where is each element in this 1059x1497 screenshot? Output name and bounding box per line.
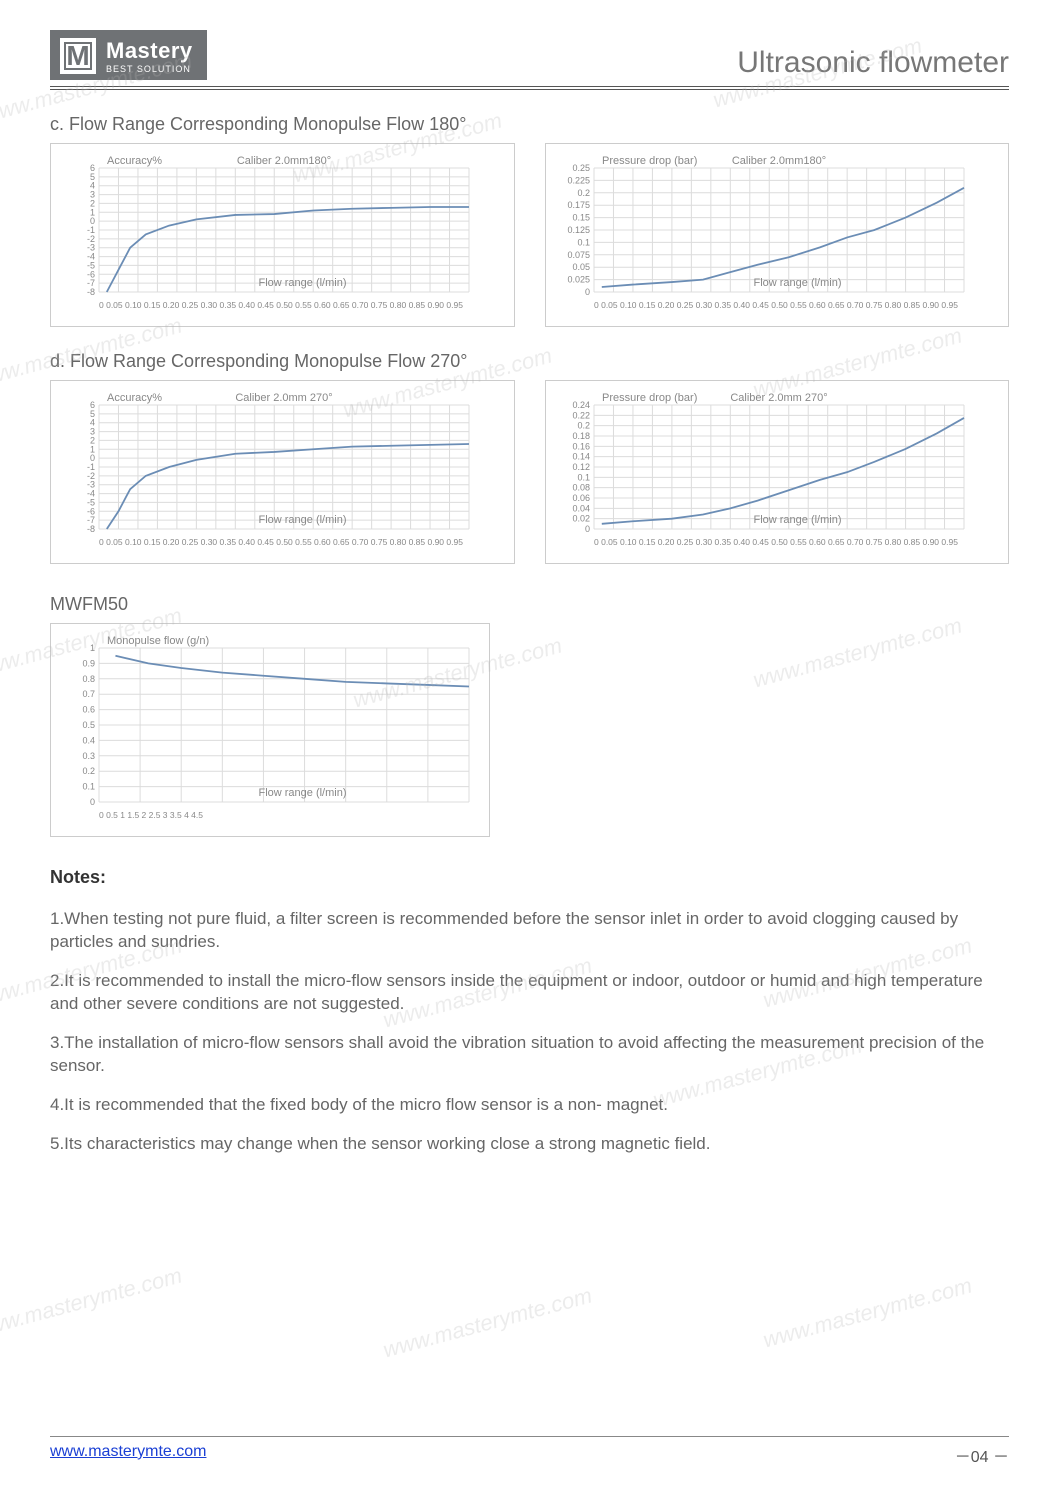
svg-text:0.2: 0.2	[577, 421, 590, 431]
chart-mwfm50: 1 0.9 0.8 0.7 0.6 0.5 0.4 0.3 0.2 0.1 0 0 0.5 1 1.5…	[50, 623, 490, 837]
svg-text:0.14: 0.14	[572, 452, 590, 462]
svg-text:0.12: 0.12	[572, 462, 590, 472]
footer-link[interactable]: www.masterymte.com	[50, 1443, 206, 1467]
svg-text:0.4: 0.4	[82, 735, 95, 745]
svg-text:0 0.05 0.10 0.15 0.20 0.25 0.3: 0 0.05 0.10 0.15 0.20 0.25 0.30 0.35 0.4…	[594, 537, 958, 547]
svg-text:0: 0	[90, 797, 95, 807]
svg-text:Caliber 2.0mm180°: Caliber 2.0mm180°	[237, 155, 331, 167]
note-item: 3.The installation of micro-flow sensors…	[50, 1032, 1009, 1078]
svg-text:0: 0	[584, 524, 589, 534]
notes-heading: Notes:	[50, 867, 1009, 888]
svg-text:0.02: 0.02	[572, 514, 590, 524]
svg-text:Flow range (l/min): Flow range (l/min)	[753, 277, 841, 289]
page-header: M Mastery BEST SOLUTION Ultrasonic flowm…	[50, 30, 1009, 90]
svg-text:0.24: 0.24	[572, 400, 590, 410]
svg-text:0.8: 0.8	[82, 674, 95, 684]
svg-text:-8: -8	[87, 287, 95, 297]
note-item: 2.It is recommended to install the micro…	[50, 970, 1009, 1016]
watermark: www.masterymte.com	[760, 1273, 975, 1354]
page-footer: www.masterymte.com －04 －	[50, 1436, 1009, 1467]
svg-text:Accuracy%: Accuracy%	[107, 155, 162, 167]
chart-d-accuracy: 6543210-1-2-3-4-5-6-7-80 0.05 0.10 0.15 …	[50, 380, 515, 564]
brand-name: Mastery	[106, 38, 193, 64]
svg-text:0.9: 0.9	[82, 658, 95, 668]
svg-text:0.16: 0.16	[572, 441, 590, 451]
svg-text:Caliber 2.0mm 270°: Caliber 2.0mm 270°	[235, 392, 332, 404]
svg-text:0.3: 0.3	[82, 751, 95, 761]
svg-text:0.06: 0.06	[572, 493, 590, 503]
svg-text:Flow range (l/min): Flow range (l/min)	[753, 514, 841, 526]
svg-text:0.125: 0.125	[567, 225, 590, 235]
note-item: 4.It is recommended that the fixed body …	[50, 1094, 1009, 1117]
svg-text:Pressure drop (bar): Pressure drop (bar)	[602, 392, 697, 404]
chart-c-accuracy: 6543210-1-2-3-4-5-6-7-80 0.05 0.10 0.15 …	[50, 143, 515, 327]
svg-text:0.05: 0.05	[572, 262, 590, 272]
svg-text:0.08: 0.08	[572, 483, 590, 493]
svg-text:Flow range (l/min): Flow range (l/min)	[258, 514, 346, 526]
svg-text:0.025: 0.025	[567, 275, 590, 285]
chart-c-pressure: 0.25 0.225 0.2 0.175 0.15 0.125 0.1 0.075 0.05 0.…	[545, 143, 1010, 327]
page-number: －04 －	[955, 1443, 1009, 1467]
document-title: Ultrasonic flowmeter	[737, 46, 1009, 80]
note-item: 5.Its characteristics may change when th…	[50, 1133, 1009, 1156]
svg-text:0.1: 0.1	[82, 782, 95, 792]
section-c-title: c. Flow Range Corresponding Monopulse Fl…	[50, 114, 1009, 135]
svg-text:Caliber 2.0mm180°: Caliber 2.0mm180°	[731, 155, 825, 167]
svg-text:0.075: 0.075	[567, 250, 590, 260]
watermark: www.masterymte.com	[0, 1263, 185, 1344]
brand-tagline: BEST SOLUTION	[106, 64, 193, 74]
svg-text:0.6: 0.6	[82, 705, 95, 715]
watermark: www.masterymte.com	[380, 1283, 595, 1364]
svg-text:Caliber 2.0mm 270°: Caliber 2.0mm 270°	[730, 392, 827, 404]
svg-text:0 0.05 0.10 0.15 0.20 0.25 0.3: 0 0.05 0.10 0.15 0.20 0.25 0.30 0.35 0.4…	[594, 300, 958, 310]
svg-text:Monopulse flow (g/n): Monopulse flow (g/n)	[107, 635, 209, 647]
svg-text:0.2: 0.2	[82, 766, 95, 776]
svg-text:Flow range (l/min): Flow range (l/min)	[258, 787, 346, 799]
svg-text:0.1: 0.1	[577, 237, 590, 247]
notes-list: 1.When testing not pure fluid, a filter …	[50, 908, 1009, 1156]
svg-text:0.25: 0.25	[572, 163, 590, 173]
note-item: 1.When testing not pure fluid, a filter …	[50, 908, 1009, 954]
svg-text:0 0.05 0.10 0.15 0.20 0.25 0.3: 0 0.05 0.10 0.15 0.20 0.25 0.30 0.35 0.4…	[99, 537, 463, 547]
svg-text:0.18: 0.18	[572, 431, 590, 441]
logo: M Mastery BEST SOLUTION	[50, 30, 207, 80]
svg-text:Accuracy%: Accuracy%	[107, 392, 162, 404]
svg-text:0.22: 0.22	[572, 410, 590, 420]
svg-text:0.15: 0.15	[572, 213, 590, 223]
svg-text:0.175: 0.175	[567, 200, 590, 210]
svg-text:0.1: 0.1	[577, 472, 590, 482]
svg-text:Pressure drop (bar): Pressure drop (bar)	[602, 155, 697, 167]
svg-text:0.7: 0.7	[82, 689, 95, 699]
svg-text:-8: -8	[87, 524, 95, 534]
logo-mark-icon: M	[60, 38, 96, 74]
svg-text:0.5: 0.5	[82, 720, 95, 730]
svg-text:0 0.05 0.10 0.15 0.20 0.25 0.3: 0 0.05 0.10 0.15 0.20 0.25 0.30 0.35 0.4…	[99, 300, 463, 310]
svg-text:0.04: 0.04	[572, 503, 590, 513]
svg-text:0.225: 0.225	[567, 175, 590, 185]
svg-text:Flow range (l/min): Flow range (l/min)	[258, 277, 346, 289]
chart-d-pressure: 0.240.220.20.180.160.140.120.10.080.060.…	[545, 380, 1010, 564]
section-mwfm50-title: MWFM50	[50, 594, 1009, 615]
section-d-title: d. Flow Range Corresponding Monopulse Fl…	[50, 351, 1009, 372]
svg-text:0 0.5 1 1.5 2 2.5 3 3.5 4 4.5: 0 0.5 1 1.5 2 2.5 3 3.5 4 4.5	[99, 810, 203, 820]
svg-text:0.2: 0.2	[577, 188, 590, 198]
svg-text:1: 1	[90, 643, 95, 653]
svg-text:0: 0	[584, 287, 589, 297]
